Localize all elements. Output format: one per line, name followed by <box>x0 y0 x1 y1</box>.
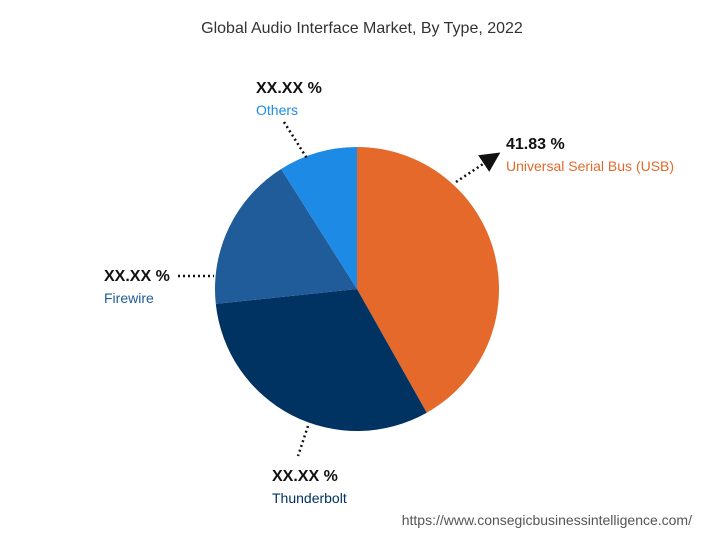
slice-name-others: Others <box>256 102 299 118</box>
slice-label-usb: 41.83 % Universal Serial Bus (USB) <box>506 136 674 174</box>
pie-slice-thunderbolt <box>215 289 427 431</box>
slice-value-firewire: XX.XX % <box>104 268 170 285</box>
pie-slice-others <box>281 147 357 289</box>
slice-label-firewire: XX.XX % Firewire <box>104 268 170 306</box>
slice-name-firewire: Firewire <box>104 290 154 306</box>
slice-value-others: XX.XX % <box>256 80 322 97</box>
leader-line-thunderbolt <box>296 425 310 457</box>
slice-name-thunderbolt: Thunderbolt <box>272 490 347 506</box>
slice-label-others: XX.XX % Others <box>256 80 322 118</box>
slice-value-thunderbolt: XX.XX % <box>272 468 338 485</box>
leader-line-usb <box>455 152 501 184</box>
source-url: https://www.consegicbusinessintelligence… <box>401 512 692 528</box>
slice-label-thunderbolt: XX.XX % Thunderbolt <box>272 468 347 506</box>
chart-title: Global Audio Interface Market, By Type, … <box>201 20 523 37</box>
slice-name-usb: Universal Serial Bus (USB) <box>506 158 675 174</box>
pie-slice-usb <box>357 147 500 413</box>
pie-slices <box>215 147 500 431</box>
slice-value-usb: 41.83 % <box>506 136 565 153</box>
leader-line-others <box>282 121 310 161</box>
pie-slice-firewire <box>215 168 357 304</box>
